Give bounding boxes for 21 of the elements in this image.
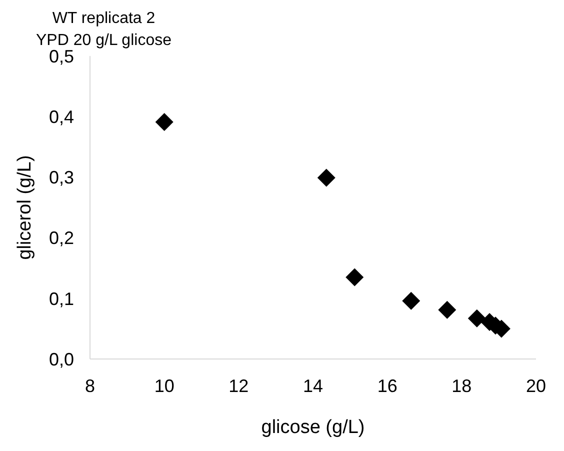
y-tick-label: 0,4 (48, 106, 74, 127)
y-tick-label: 0,0 (48, 349, 74, 370)
x-tick-label: 18 (452, 376, 472, 396)
x-tick-label: 14 (302, 376, 324, 396)
x-tick-label: 20 (526, 376, 546, 396)
x-tick-label: 16 (377, 376, 398, 396)
point (155, 113, 174, 132)
point (346, 268, 364, 286)
y-tick-label: 0,1 (48, 288, 74, 309)
x-tick-label: 10 (154, 376, 174, 396)
point (438, 300, 456, 319)
x-tick-label: 8 (84, 376, 96, 396)
point (402, 292, 420, 310)
y-axis-title: glicerol (g/L) (14, 155, 36, 260)
point (468, 309, 486, 328)
x-axis-title: glicose (g/L) (261, 417, 365, 438)
x-tick-label: 12 (228, 376, 249, 396)
y-tick-label: 0,3 (48, 168, 74, 188)
chart-title: WT replicata 2 (51, 9, 156, 29)
y-tick-label: 0,2 (48, 228, 74, 248)
point (317, 168, 336, 187)
